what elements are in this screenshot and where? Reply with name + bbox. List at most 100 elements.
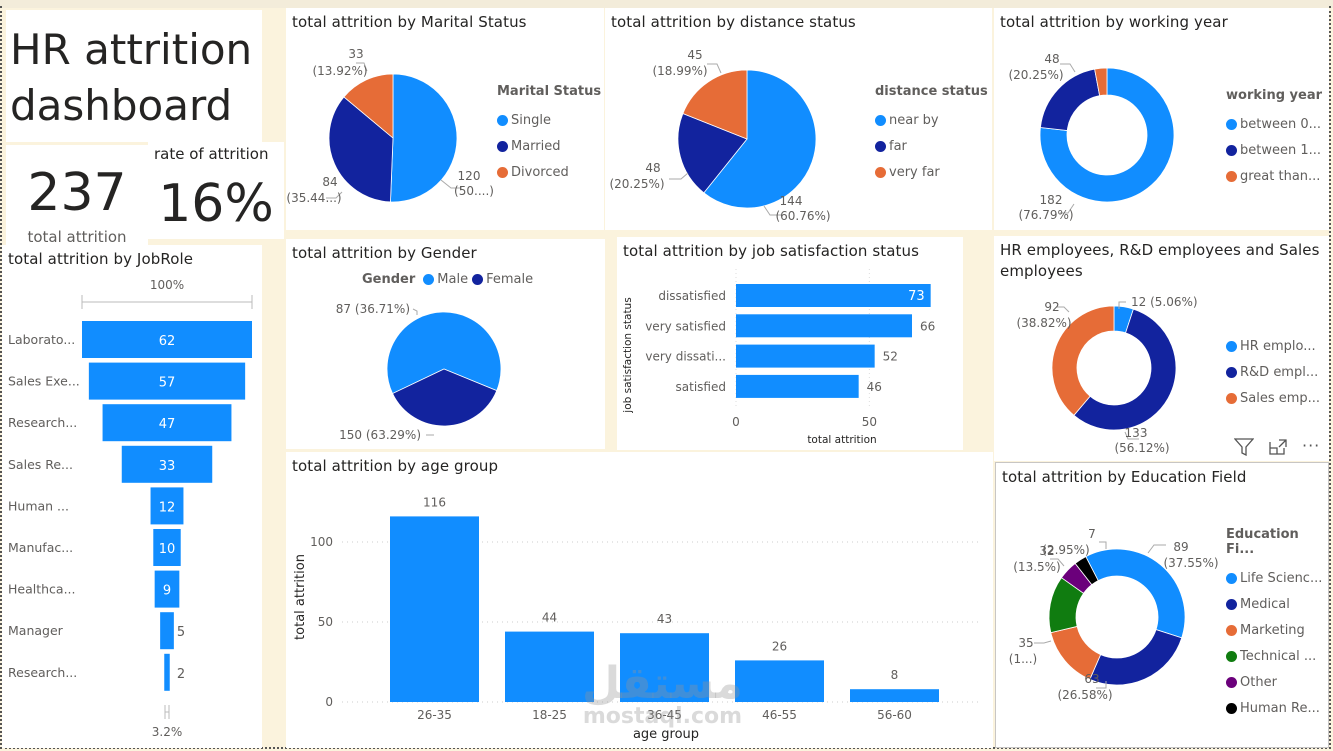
departments-donut-visual[interactable]: HR employees, R&D employees and Sales em… xyxy=(994,236,1329,461)
education-donut-visual[interactable]: total attrition by Education Field 89 (37… xyxy=(995,462,1329,748)
legend-dot-icon xyxy=(875,166,886,178)
legend-label: Male xyxy=(437,272,469,287)
legend-dot-icon xyxy=(1226,170,1237,182)
leader-line xyxy=(1147,544,1166,554)
data-label: (35.44...) xyxy=(286,191,341,205)
gender-pie-chart: 150 (63.29%) 87 (36.71%) xyxy=(336,302,502,442)
distance-title: total attrition by distance status xyxy=(611,13,856,31)
legend-item-great-than[interactable]: great than... xyxy=(1226,163,1322,189)
funnel-value-label: 12 xyxy=(159,500,176,515)
report-canvas-frame xyxy=(0,6,1331,749)
funnel-value-label: 62 xyxy=(159,334,176,349)
y-axis-title: total attrition xyxy=(293,554,308,640)
gender-legend: Gender Male Female xyxy=(362,272,533,287)
legend-dot-icon xyxy=(1226,392,1237,404)
legend-item-far[interactable]: far xyxy=(875,133,988,159)
slice-near-by xyxy=(703,69,817,209)
title-panel: HR attrition dashboard xyxy=(6,10,262,142)
leader-line xyxy=(1099,541,1107,549)
legend-item-human-re[interactable]: Human Re... xyxy=(1226,695,1328,721)
legend-item-hr-emplo[interactable]: HR emplo... xyxy=(1226,333,1320,359)
data-label: 92 xyxy=(1044,300,1059,314)
legend-label: R&D empl... xyxy=(1240,364,1319,380)
jobrole-funnel-chart: 100% Laborato... 62 Sales Exe... 57 Research.… xyxy=(8,278,253,739)
funnel-category-label: Laborato... xyxy=(8,332,75,347)
departments-legend: HR emplo... R&D empl... Sales emp... xyxy=(1226,333,1320,411)
legend-item-marketing[interactable]: Marketing xyxy=(1226,617,1328,643)
bar-very-dissati xyxy=(736,344,875,368)
data-label: (76.79%) xyxy=(1018,208,1073,222)
working-year-donut-chart: 182(76.79%) 48 (20.25%) xyxy=(1008,52,1175,222)
job-satisfaction-bar-visual[interactable]: total attrition by job satisfaction stat… xyxy=(617,237,963,450)
bar-18-25 xyxy=(505,631,594,702)
kpi-total-card[interactable]: 237 total attrition xyxy=(6,145,148,246)
funnel-bar-6 xyxy=(153,529,181,566)
slice-medical xyxy=(1089,629,1183,686)
legend-label: HR emplo... xyxy=(1240,338,1316,354)
funnel-value-label: 33 xyxy=(159,459,176,474)
working-year-title: total attrition by working year xyxy=(1000,13,1228,31)
distance-legend: distance status near by far very far xyxy=(875,84,988,185)
gender-pie-visual[interactable]: total attrition by Gender Gender Male Fema… xyxy=(286,239,605,449)
data-label: (18.99%) xyxy=(652,64,707,78)
funnel-category-label: Manager xyxy=(8,623,64,638)
legend-item-between-1[interactable]: between 1... xyxy=(1226,137,1322,163)
slice-very-far xyxy=(682,69,748,140)
jobrole-title: total attrition by JobRole xyxy=(8,250,194,268)
slice-female xyxy=(392,368,498,427)
data-label: 7 xyxy=(1088,527,1096,541)
working-year-donut-visual[interactable]: total attrition by working year 182 (76.7… xyxy=(994,8,1329,230)
x-axis-title: age group xyxy=(633,727,699,742)
legend-label: Sales emp... xyxy=(1240,390,1321,406)
job-satisfaction-title: total attrition by job satisfaction stat… xyxy=(623,242,920,260)
funnel-value-label: 57 xyxy=(159,376,176,391)
x-tick-label: 46-55 xyxy=(762,708,797,722)
data-label: (56.12%) xyxy=(1114,441,1169,455)
legend-item-life-scienc[interactable]: Life Scienc... xyxy=(1226,565,1328,591)
visual-header-actions: ··· xyxy=(1233,436,1321,460)
jobrole-funnel-visual[interactable]: total attrition by JobRole 100% Laborato.… xyxy=(2,245,262,748)
funnel-value-label: 47 xyxy=(159,417,176,432)
bar-46-55 xyxy=(735,660,824,702)
kpi-rate-card[interactable]: rate of attrition 16% xyxy=(148,142,284,239)
slice-human-re xyxy=(1074,556,1099,586)
legend-item-r-d-empl[interactable]: R&D empl... xyxy=(1226,359,1320,385)
departments-title-line-2: employees xyxy=(1000,262,1083,280)
legend-item-near-by[interactable]: near by xyxy=(875,107,988,133)
data-label: 144 xyxy=(780,194,803,208)
legend-item-medical[interactable]: Medical xyxy=(1226,591,1328,617)
funnel-value-label: 9 xyxy=(163,584,171,599)
legend-dot-icon xyxy=(423,274,435,285)
legend-dot-icon xyxy=(1226,676,1237,688)
legend-dot-icon xyxy=(875,114,886,126)
leader-line xyxy=(1056,306,1070,313)
distance-pie-visual[interactable]: total attrition by distance status 144 (6… xyxy=(605,8,992,230)
legend-label: Female xyxy=(486,272,534,287)
legend-item-sales-emp[interactable]: Sales emp... xyxy=(1226,385,1320,411)
legend-item-male[interactable]: Male xyxy=(423,272,468,287)
legend-dot-icon xyxy=(1226,702,1237,714)
filter-icon[interactable] xyxy=(1233,438,1255,460)
legend-item-female[interactable]: Female xyxy=(472,272,533,287)
data-label: (26.58%) xyxy=(1057,688,1112,702)
legend-item-between-0[interactable]: between 0... xyxy=(1226,111,1322,137)
legend-item-technical[interactable]: Technical ... xyxy=(1226,643,1328,669)
legend-label: Other xyxy=(1240,674,1277,690)
leader-line xyxy=(707,63,722,74)
legend-item-divorced[interactable]: Divorced xyxy=(497,159,601,185)
data-label: (20.25%) xyxy=(609,177,664,191)
legend-label: Technical ... xyxy=(1240,648,1317,664)
age-group-bar-visual[interactable]: total attrition by age group 0 50 100 116 26… xyxy=(286,452,993,748)
legend-item-very-far[interactable]: very far xyxy=(875,159,988,185)
legend-item-married[interactable]: Married xyxy=(497,133,601,159)
education-legend: Education Fi... Life Scienc... Medical Mark… xyxy=(1226,527,1328,721)
more-options-icon[interactable]: ··· xyxy=(1302,436,1321,455)
legend-dot-icon xyxy=(497,114,508,126)
legend-dot-icon xyxy=(1226,366,1237,378)
funnel-category-label: Research... xyxy=(8,415,77,430)
marital-pie-visual[interactable]: total attrition by Marital Status 120 (50… xyxy=(286,8,604,230)
legend-item-single[interactable]: Single xyxy=(497,107,601,133)
data-label: (20.25%) xyxy=(1008,68,1063,82)
legend-item-other[interactable]: Other xyxy=(1226,669,1328,695)
focus-mode-icon[interactable] xyxy=(1268,438,1288,460)
